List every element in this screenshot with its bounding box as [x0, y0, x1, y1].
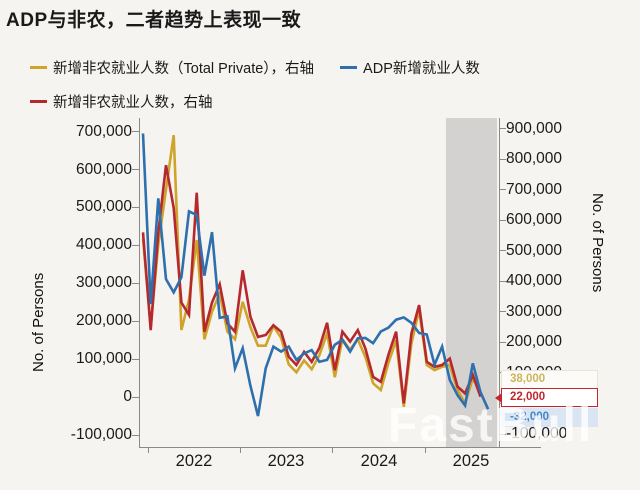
- right-tick: [499, 280, 506, 282]
- legend-label-total: 新增非农就业人数，右轴: [53, 95, 213, 111]
- right-tick-label: -100,000: [506, 425, 568, 442]
- right-tick: [499, 341, 506, 343]
- x-tick: [332, 447, 334, 453]
- left-tick: [132, 169, 139, 171]
- legend-item-adp: ADP新增就业人数: [340, 57, 480, 78]
- left-tick: [132, 320, 139, 322]
- left-tick: [132, 434, 139, 436]
- left-tick-label: -100,000: [70, 426, 132, 443]
- left-tick: [132, 282, 139, 284]
- chart-plot-area: [141, 118, 497, 447]
- left-tick: [132, 244, 139, 246]
- x-tick-label-2024: 2024: [360, 452, 398, 470]
- left-tick-label: 300,000: [75, 274, 132, 292]
- legend-row-2: 新增非农就业人数，右轴: [0, 91, 213, 112]
- left-tick-label: 500,000: [75, 198, 132, 216]
- x-tick: [240, 447, 241, 453]
- bottom-axis-line: [139, 447, 541, 448]
- right-tick-label: 200,000: [506, 333, 563, 351]
- legend-label-adp: ADP新增就业人数: [363, 61, 480, 77]
- legend-item-private: 新增非农就业人数（Total Private），右轴: [30, 57, 314, 78]
- right-tick: [499, 311, 506, 313]
- right-tick: [499, 189, 506, 191]
- left-tick-label: 700,000: [75, 122, 132, 140]
- left-tick: [132, 131, 139, 133]
- x-tick-label-2022: 2022: [175, 452, 213, 470]
- right-tick-label: 300,000: [506, 302, 563, 320]
- legend-dash-blue: [340, 65, 358, 70]
- data-label-total: 22,000: [495, 388, 598, 407]
- right-tick: [499, 128, 506, 129]
- left-tick-label: 0: [123, 388, 132, 406]
- legend-dash-gold: [30, 65, 47, 70]
- callout-arrow-icon: [495, 393, 502, 403]
- data-label-private: 38,000: [501, 370, 598, 389]
- left-tick-label: 100,000: [75, 350, 132, 368]
- right-tick-label: 400,000: [506, 272, 563, 290]
- right-tick-label: 900,000: [506, 119, 563, 137]
- data-label-adp: -32,000: [501, 408, 598, 427]
- legend-row-1: 新增非农就业人数（Total Private），右轴 ADP新增就业人数: [0, 57, 480, 78]
- left-tick-label: 400,000: [75, 236, 132, 254]
- right-tick: [499, 250, 506, 252]
- left-axis-line: [139, 118, 140, 447]
- left-tick-label: 600,000: [75, 160, 132, 178]
- right-tick: [499, 158, 506, 160]
- right-tick: [499, 433, 506, 435]
- x-tick-label-2025: 2025: [452, 452, 490, 470]
- right-tick-label: 800,000: [506, 150, 563, 168]
- x-tick: [425, 447, 426, 453]
- series-line: [141, 135, 482, 407]
- legend-label-private: 新增非农就业人数（Total Private），右轴: [53, 61, 315, 77]
- legend-dash-red: [30, 99, 47, 104]
- left-tick: [132, 358, 139, 360]
- highlight-band: [445, 118, 497, 447]
- x-tick-label-2023: 2023: [267, 452, 305, 470]
- right-tick: [499, 219, 506, 221]
- right-tick-label: 500,000: [506, 241, 563, 259]
- x-tick: [147, 447, 149, 453]
- legend-item-total: 新增非农就业人数，右轴: [30, 91, 213, 112]
- right-axis-line: [499, 118, 500, 447]
- right-axis-title: No. of Persons: [589, 193, 606, 293]
- left-tick: [132, 206, 139, 208]
- chart-title: ADP与非农，二者趋势上表现一致: [6, 10, 302, 31]
- right-tick-label: 600,000: [506, 211, 563, 229]
- series-line: [141, 133, 490, 417]
- left-tick-label: 200,000: [75, 312, 132, 330]
- right-tick-label: 700,000: [506, 180, 563, 198]
- left-tick: [132, 396, 139, 398]
